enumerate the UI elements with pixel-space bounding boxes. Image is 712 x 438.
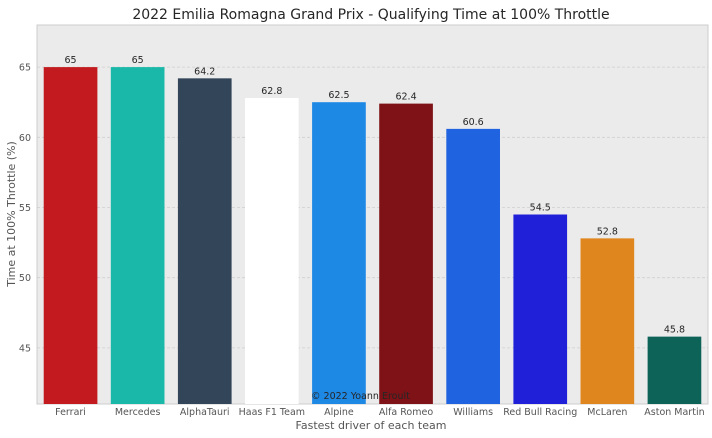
bar	[647, 336, 702, 404]
y-tick-label: 65	[19, 63, 31, 74]
bar-value-label: 60.6	[463, 117, 484, 128]
bar-value-label: 62.4	[395, 92, 416, 103]
bar	[513, 214, 568, 404]
bar-value-label: 45.8	[664, 325, 685, 336]
x-tick-label: Alpine	[324, 407, 354, 418]
y-tick-label: 60	[19, 133, 31, 144]
x-tick-label: Mercedes	[115, 407, 161, 418]
x-tick-label: Haas F1 Team	[239, 407, 305, 418]
x-tick-label: Aston Martin	[644, 407, 704, 418]
y-tick-label: 55	[19, 203, 31, 214]
bar	[446, 128, 500, 404]
bar-value-label: 54.5	[530, 203, 551, 214]
y-axis-label: Time at 100% Throttle (%)	[5, 141, 18, 288]
x-tick-label: Williams	[453, 407, 493, 418]
bar-value-label: 65	[132, 55, 144, 66]
x-tick-label: McLaren	[587, 407, 627, 418]
x-tick-label: AlphaTauri	[180, 407, 230, 418]
x-tick-label: Alfa Romeo	[379, 407, 433, 418]
bar	[580, 238, 635, 404]
bar-value-label: 62.5	[328, 90, 349, 101]
bar-value-label: 52.8	[597, 226, 618, 237]
y-tick-label: 45	[19, 343, 31, 354]
bar	[177, 78, 232, 404]
bar	[379, 103, 433, 404]
y-tick-label: 50	[19, 273, 31, 284]
y-axis-ticks: 45 50 55 60 65	[19, 63, 31, 355]
bar-value-label: 65	[65, 55, 77, 66]
x-tick-label: Ferrari	[55, 407, 86, 418]
copyright-annotation: © 2022 Yoann Eroult	[311, 391, 410, 402]
x-axis-label: Fastest driver of each team	[296, 419, 447, 432]
x-tick-label: Red Bull Racing	[503, 407, 577, 418]
bar-value-labels: 65 65 64.2 62.8 62.5 62.4 60.6 54.5 52.8 45.8	[65, 55, 686, 336]
bar-value-label: 62.8	[261, 86, 282, 97]
bar	[245, 97, 299, 405]
bars	[43, 67, 702, 405]
bar	[43, 67, 98, 404]
chart-title: 2022 Emilia Romagna Grand Prix - Qualify…	[132, 7, 609, 23]
bar	[312, 102, 366, 404]
bar	[110, 67, 165, 404]
bar-value-label: 64.2	[194, 66, 215, 77]
x-axis-ticks: Ferrari Mercedes AlphaTauri Haas F1 Team Alp…	[55, 407, 704, 418]
